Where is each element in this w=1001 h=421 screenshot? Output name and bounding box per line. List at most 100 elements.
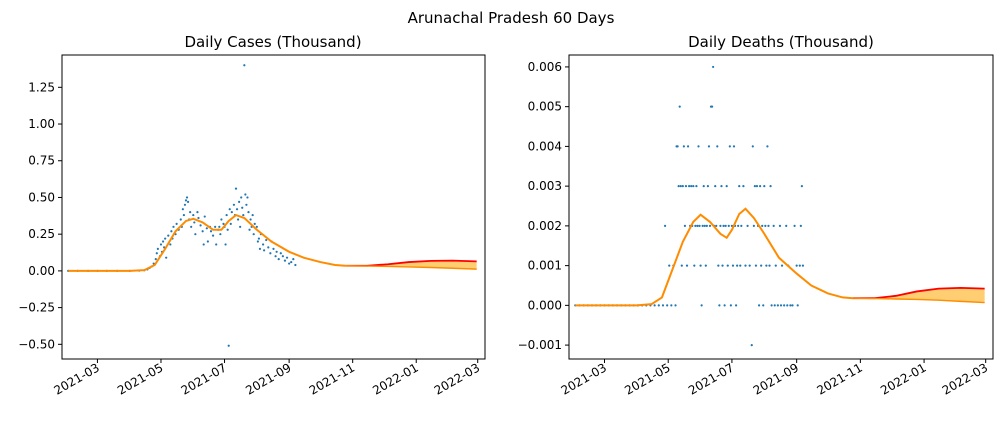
x-tick-label: 2022-01	[878, 360, 928, 397]
y-tick-label: 0.75	[28, 154, 55, 168]
data-point	[661, 304, 665, 307]
x-tick-label: 2021-09	[751, 360, 801, 397]
data-point	[744, 264, 747, 267]
data-point	[694, 224, 697, 227]
data-point	[721, 264, 724, 267]
data-point	[165, 256, 168, 259]
data-point	[767, 224, 770, 227]
data-point	[683, 224, 687, 227]
data-point	[728, 145, 731, 148]
data-point	[796, 304, 799, 307]
series-lower-line	[853, 297, 985, 304]
chart-cases-band	[345, 260, 477, 270]
data-point	[715, 224, 718, 227]
data-point	[766, 145, 769, 148]
data-point	[175, 222, 178, 225]
data-point	[674, 304, 677, 307]
data-point	[272, 247, 275, 250]
data-point	[245, 203, 248, 206]
data-point	[292, 258, 295, 261]
data-point	[255, 225, 258, 228]
data-point	[703, 224, 706, 227]
figure-suptitle: Arunachal Pradesh 60 Days	[408, 9, 615, 27]
x-tick-label: 2021-07	[179, 360, 229, 397]
chart-deaths-xticks: 2021-03 2021-05 2021-07 2021-09 2021-11 2022-…	[559, 359, 990, 398]
data-point	[219, 233, 222, 236]
data-point	[215, 243, 218, 246]
data-point	[155, 252, 158, 255]
data-point	[183, 203, 187, 206]
data-point	[281, 255, 284, 258]
data-point	[718, 304, 721, 307]
data-point	[773, 304, 776, 307]
x-tick-label: 2021-09	[243, 360, 293, 397]
data-point	[699, 264, 702, 267]
data-point	[705, 224, 708, 227]
data-point	[696, 224, 699, 227]
data-point	[798, 264, 801, 267]
data-point	[680, 264, 683, 267]
data-point	[182, 213, 185, 217]
data-point	[757, 304, 761, 307]
x-tick-label: 2021-03	[559, 360, 609, 397]
data-point	[294, 263, 297, 267]
chart-deaths: Daily Deaths (Thousand) −0.001 0.000 0.001…	[518, 33, 994, 398]
data-point	[285, 256, 289, 259]
x-tick-label: 2021-05	[622, 360, 672, 397]
data-point	[774, 264, 777, 267]
data-point	[690, 185, 693, 188]
data-point	[670, 304, 673, 307]
data-point	[697, 145, 700, 148]
data-point	[800, 185, 803, 188]
data-point	[194, 233, 197, 236]
data-point	[693, 264, 696, 267]
data-point	[186, 200, 190, 203]
data-point	[277, 258, 280, 261]
data-point	[752, 224, 755, 227]
chart-cases-lines	[68, 213, 477, 272]
data-point	[702, 185, 705, 188]
x-tick-label: 2022-03	[940, 360, 990, 397]
y-tick-label: 0.00	[28, 264, 55, 278]
data-point	[248, 228, 251, 231]
data-point	[799, 224, 802, 227]
data-point	[736, 264, 739, 267]
forecast-band	[345, 260, 477, 270]
y-tick-label: 0.002	[528, 219, 562, 233]
data-point	[261, 243, 265, 246]
data-point	[692, 185, 695, 188]
data-point	[668, 264, 671, 267]
data-point	[688, 185, 691, 188]
data-point	[242, 213, 245, 217]
data-point	[192, 213, 195, 217]
data-point	[751, 145, 754, 148]
data-point	[225, 213, 228, 217]
data-point	[772, 224, 775, 227]
data-point	[227, 344, 230, 347]
data-point	[737, 224, 740, 227]
data-point	[722, 224, 725, 227]
data-point	[169, 243, 172, 246]
data-point	[725, 185, 728, 188]
data-point	[247, 211, 250, 214]
data-point	[714, 185, 717, 188]
data-point	[241, 206, 244, 209]
data-point	[750, 343, 753, 347]
data-point	[754, 264, 758, 267]
data-point	[761, 224, 764, 227]
data-point	[258, 247, 262, 250]
data-point	[288, 262, 291, 265]
data-point	[657, 304, 660, 307]
data-point	[224, 243, 227, 246]
data-point	[161, 240, 165, 243]
data-point	[748, 264, 751, 267]
data-point	[727, 224, 730, 227]
data-point	[677, 185, 680, 188]
data-point	[765, 264, 768, 267]
data-point	[738, 185, 741, 188]
data-point	[731, 264, 735, 267]
data-point	[708, 224, 712, 227]
data-point	[746, 224, 749, 227]
data-point	[795, 264, 798, 267]
y-tick-label: 1.25	[28, 80, 55, 94]
